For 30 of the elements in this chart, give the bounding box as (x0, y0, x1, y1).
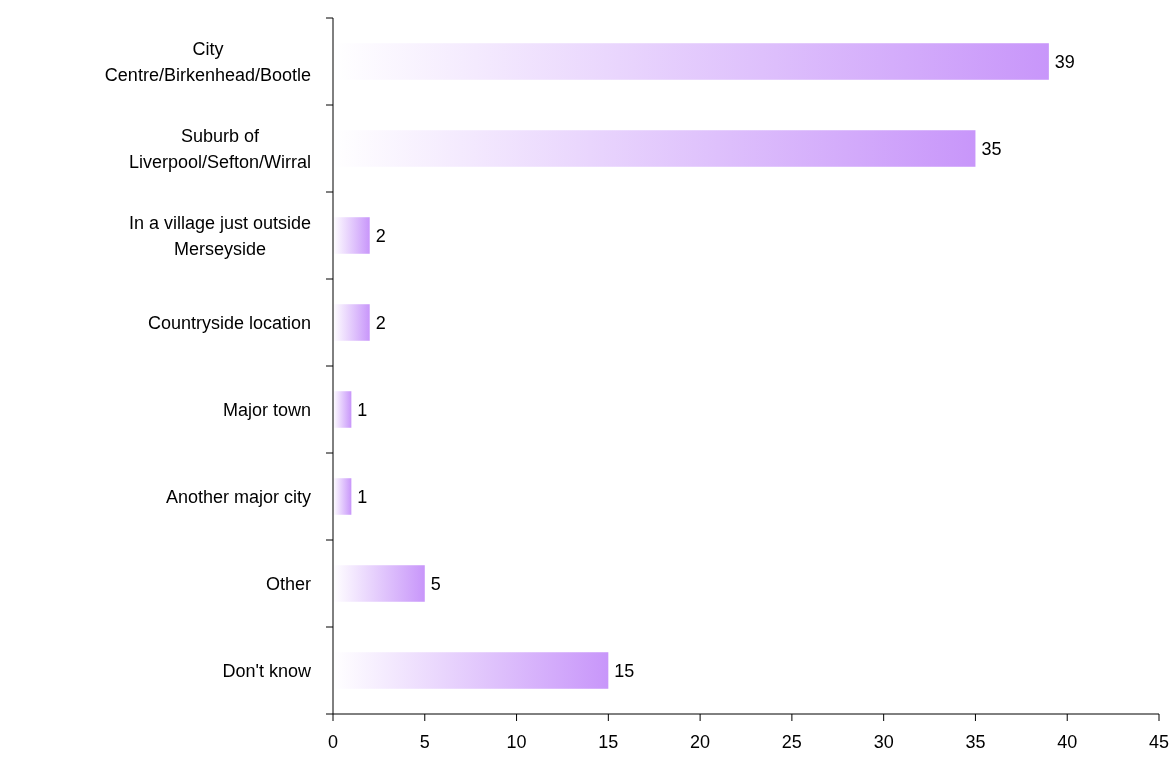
x-tick-label: 25 (781, 732, 802, 752)
y-tick-label: Major town (222, 399, 311, 420)
x-tick-label: 30 (873, 732, 894, 752)
x-tick-label: 20 (690, 732, 711, 752)
y-tick-label: Suburb of Liverpool/Sefton/Wirral (128, 125, 311, 172)
x-tick-label: 40 (1057, 732, 1078, 752)
x-tick-label: 35 (965, 732, 986, 752)
x-tick-label: 45 (1148, 732, 1170, 752)
data-label: 2 (375, 225, 386, 246)
y-tick-label: City Centre/Birkenhead/Bootle (104, 38, 312, 85)
data-label: 1 (357, 486, 368, 507)
y-tick-label: Another major city (165, 486, 311, 507)
y-tick-label: Don't know (222, 660, 312, 681)
y-tick-label: In a village just outside Merseyside (128, 212, 311, 259)
bar (333, 391, 352, 428)
data-label: 1 (357, 399, 368, 420)
x-tick-label: 10 (506, 732, 527, 752)
data-label: 35 (981, 138, 1002, 159)
y-tick-label: Countryside location (147, 312, 311, 333)
y-tick-label: Other (265, 573, 312, 594)
data-label: 15 (614, 660, 635, 681)
data-label: 2 (375, 312, 386, 333)
x-tick-label: 5 (419, 732, 430, 752)
bar (333, 304, 370, 341)
bar (333, 478, 352, 515)
bar (333, 217, 370, 254)
data-label: 5 (430, 573, 441, 594)
data-label: 39 (1054, 51, 1075, 72)
x-tick-label: 0 (327, 732, 339, 752)
x-tick-label: 15 (598, 732, 619, 752)
